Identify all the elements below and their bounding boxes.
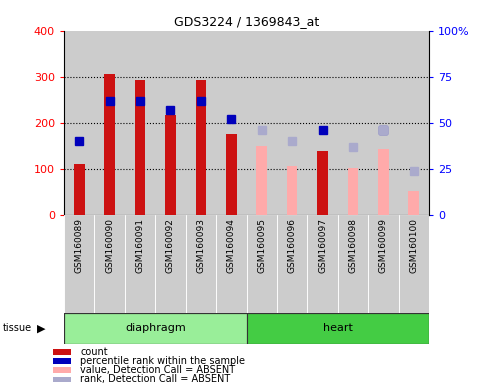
Bar	[256, 146, 267, 215]
Text: GSM160095: GSM160095	[257, 218, 266, 273]
Text: GSM160096: GSM160096	[287, 218, 297, 273]
Text: diaphragm: diaphragm	[125, 323, 186, 333]
Text: ▶: ▶	[37, 323, 45, 333]
Bar	[307, 31, 338, 215]
Bar	[398, 31, 429, 215]
Text: GSM160090: GSM160090	[105, 218, 114, 273]
Bar	[226, 134, 237, 215]
Text: value, Detection Call = ABSENT: value, Detection Call = ABSENT	[80, 365, 235, 375]
Bar	[186, 215, 216, 313]
Bar	[165, 114, 176, 215]
Bar	[53, 367, 71, 373]
Bar	[125, 215, 155, 313]
Bar	[216, 215, 246, 313]
Bar	[378, 149, 388, 215]
Text: GSM160100: GSM160100	[409, 218, 418, 273]
Bar	[368, 31, 398, 215]
Text: GSM160092: GSM160092	[166, 218, 175, 273]
Title: GDS3224 / 1369843_at: GDS3224 / 1369843_at	[174, 15, 319, 28]
Bar	[338, 31, 368, 215]
Bar	[246, 31, 277, 215]
Text: rank, Detection Call = ABSENT: rank, Detection Call = ABSENT	[80, 374, 231, 384]
Bar	[277, 215, 307, 313]
Bar	[53, 349, 71, 355]
Bar	[368, 215, 398, 313]
Bar	[246, 215, 277, 313]
Bar	[408, 190, 419, 215]
Bar	[186, 31, 216, 215]
Text: GSM160093: GSM160093	[196, 218, 206, 273]
Text: GSM160099: GSM160099	[379, 218, 388, 273]
Text: GSM160094: GSM160094	[227, 218, 236, 273]
Bar	[378, 149, 388, 215]
Bar	[135, 81, 145, 215]
Bar	[155, 31, 186, 215]
Text: percentile rank within the sample: percentile rank within the sample	[80, 356, 245, 366]
Bar	[246, 313, 429, 344]
Bar	[74, 164, 85, 215]
Bar	[95, 215, 125, 313]
Bar	[64, 215, 95, 313]
Text: GSM160098: GSM160098	[349, 218, 357, 273]
Bar	[307, 215, 338, 313]
Bar	[53, 358, 71, 364]
Text: heart: heart	[323, 323, 352, 333]
Bar	[53, 377, 71, 382]
Bar	[64, 313, 246, 344]
Bar	[64, 31, 95, 215]
Text: GSM160091: GSM160091	[136, 218, 144, 273]
Bar	[277, 31, 307, 215]
Text: GSM160089: GSM160089	[75, 218, 84, 273]
Bar	[196, 81, 206, 215]
Bar	[398, 215, 429, 313]
Bar	[125, 31, 155, 215]
Text: count: count	[80, 347, 108, 357]
Bar	[95, 31, 125, 215]
Text: tissue: tissue	[2, 323, 32, 333]
Text: GSM160097: GSM160097	[318, 218, 327, 273]
Bar	[287, 166, 297, 215]
Bar	[216, 31, 246, 215]
Bar	[155, 215, 186, 313]
Bar	[348, 167, 358, 215]
Bar	[338, 215, 368, 313]
Bar	[317, 151, 328, 215]
Bar	[105, 74, 115, 215]
